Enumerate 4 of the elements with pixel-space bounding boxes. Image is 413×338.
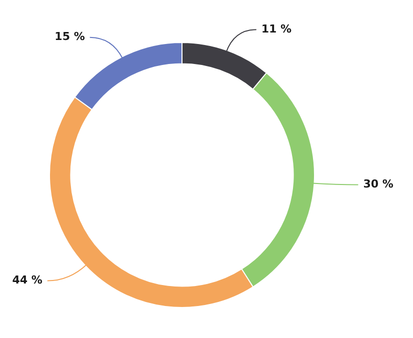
data-label: 30 %	[363, 178, 394, 191]
data-label: 44 %	[12, 274, 42, 287]
data-label: 15 %	[54, 30, 85, 44]
data-label: 11 %	[261, 22, 292, 36]
